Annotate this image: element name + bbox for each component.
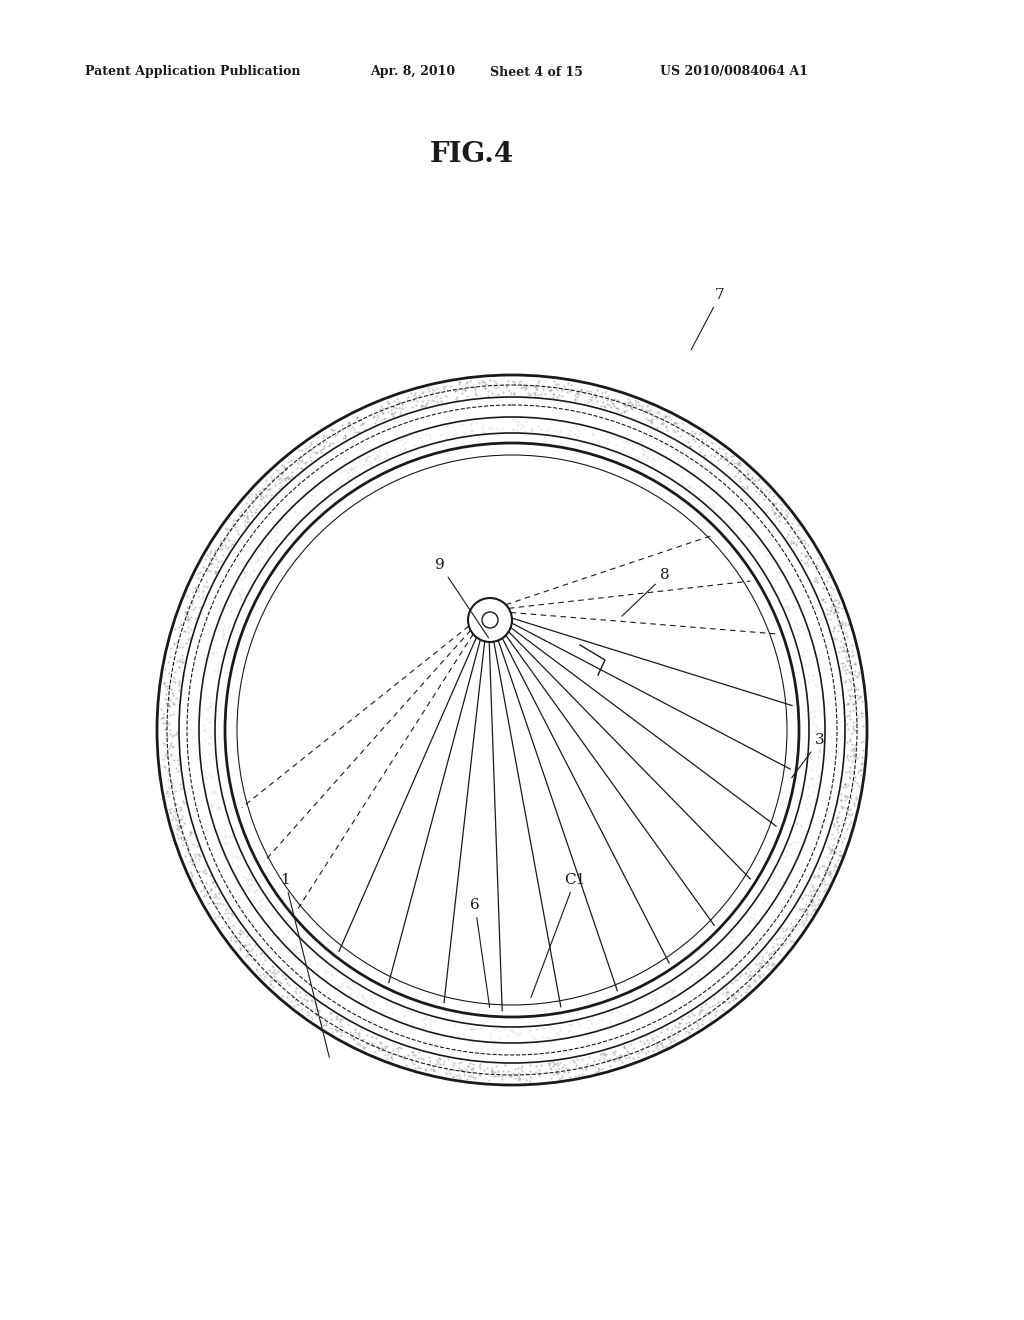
Text: Sheet 4 of 15: Sheet 4 of 15	[490, 66, 583, 78]
Text: FIG.4: FIG.4	[430, 141, 514, 169]
Text: 7: 7	[691, 288, 725, 350]
Text: 8: 8	[622, 568, 670, 616]
Text: US 2010/0084064 A1: US 2010/0084064 A1	[660, 66, 808, 78]
Text: Patent Application Publication: Patent Application Publication	[85, 66, 300, 78]
Text: 3: 3	[792, 733, 824, 777]
Text: 9: 9	[435, 558, 488, 638]
Text: 6: 6	[470, 898, 489, 1007]
Text: Apr. 8, 2010: Apr. 8, 2010	[370, 66, 455, 78]
Text: 1: 1	[281, 873, 330, 1057]
Text: C1: C1	[531, 873, 586, 998]
